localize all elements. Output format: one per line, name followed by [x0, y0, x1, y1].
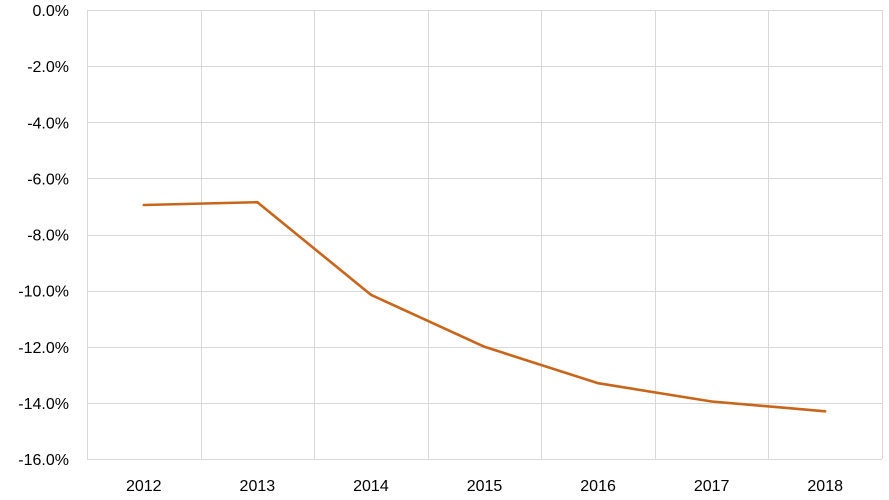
- x-axis-tick-labels: 2012 2013 2014 2015 2016 2017 2018: [126, 478, 843, 495]
- x-tick-label: 2013: [240, 478, 276, 495]
- x-tick-label: 2017: [694, 478, 730, 495]
- y-tick-label: -14.0%: [18, 396, 69, 413]
- y-tick-label: 0.0%: [33, 3, 69, 20]
- y-axis-tick-labels: 0.0% -2.0% -4.0% -6.0% -8.0% -10.0% -12.0% -14.…: [18, 3, 69, 469]
- x-tick-label: 2018: [807, 478, 843, 495]
- y-tick-label: -10.0%: [18, 284, 69, 301]
- y-tick-label: -6.0%: [27, 171, 69, 188]
- series-line: [142, 200, 827, 413]
- y-tick-label: -4.0%: [27, 115, 69, 132]
- x-tick-label: 2012: [126, 478, 162, 495]
- y-tick-label: -16.0%: [18, 452, 69, 469]
- y-tick-label: -8.0%: [27, 228, 69, 245]
- axes: [87, 10, 882, 460]
- y-tick-label: -12.0%: [18, 340, 69, 357]
- x-tick-label: 2014: [353, 478, 389, 495]
- x-tick-label: 2016: [580, 478, 616, 495]
- y-tick-label: -2.0%: [27, 59, 69, 76]
- series-lines: [142, 200, 827, 413]
- x-tick-label: 2015: [467, 478, 503, 495]
- gridlines: [87, 10, 883, 460]
